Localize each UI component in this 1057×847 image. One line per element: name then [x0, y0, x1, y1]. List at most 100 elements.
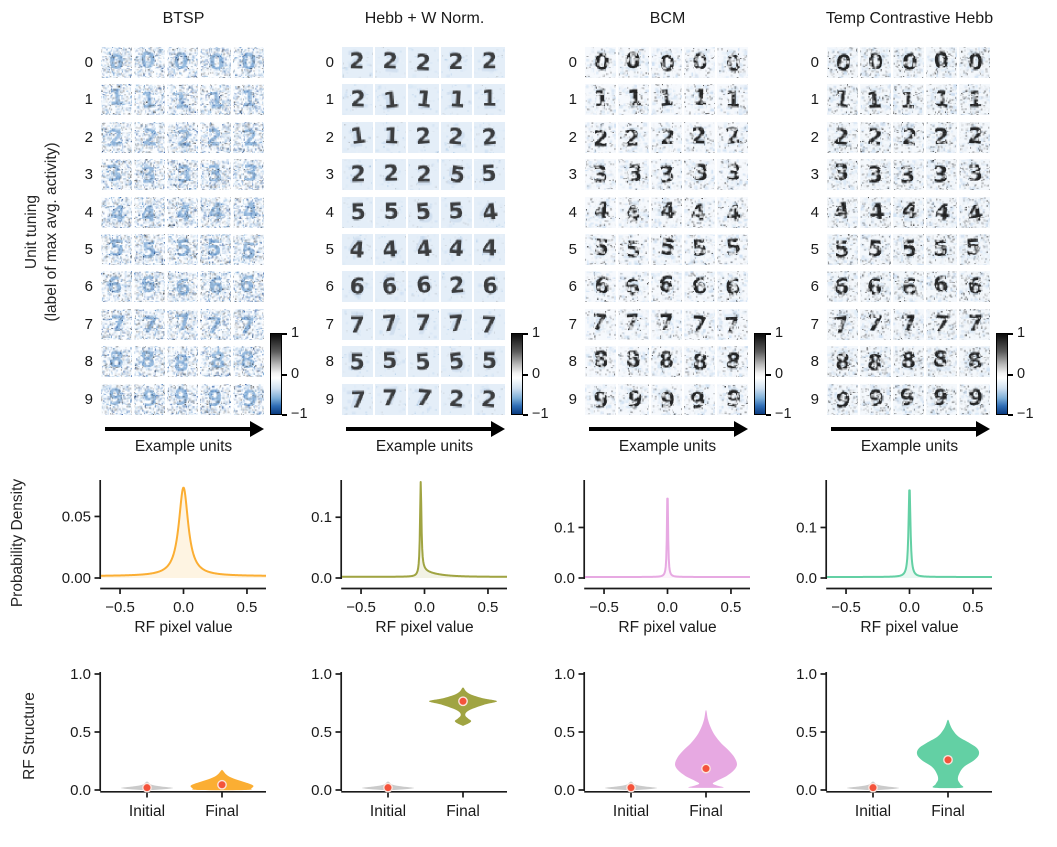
rf-tile: [860, 308, 891, 340]
unit-row-label: 4: [568, 203, 577, 221]
rf-tile: [618, 47, 649, 78]
unit-row-label: 0: [810, 54, 819, 71]
svg-text:0.1: 0.1: [311, 509, 332, 526]
svg-text:1.0: 1.0: [554, 666, 575, 683]
rf-tile: [651, 159, 682, 191]
rf-tile: [684, 159, 715, 191]
rf-tile: [233, 84, 264, 116]
unit-row-label: 7: [325, 315, 334, 333]
unit-row-label: 3: [568, 166, 577, 184]
colorbar-tick: [1008, 374, 1013, 376]
unit-row-label: 4: [84, 203, 93, 221]
colorbar-tick-label: 0: [775, 366, 784, 382]
rf-tile: [959, 271, 990, 303]
rf-tile: [200, 383, 231, 415]
rf-tile: [375, 121, 406, 153]
mean-dot: [142, 782, 152, 793]
svg-text:Final: Final: [446, 803, 480, 820]
rf-tile: [342, 308, 373, 340]
rf-tile: [585, 234, 616, 265]
rf-tile: [860, 234, 891, 265]
rf-tile: [408, 271, 439, 303]
rf-tile: [342, 271, 373, 303]
rf-tile: [408, 308, 439, 340]
rf-tile: [474, 383, 505, 415]
rf-tile: [684, 271, 715, 303]
rf-tile: [441, 308, 472, 340]
rf-tile: [585, 47, 616, 78]
unit-row-label: 5: [325, 241, 334, 258]
rf-tile: [101, 84, 132, 116]
rf-tile: [167, 196, 198, 228]
violin-plot-hebb_wnorm: 1.0 0.5 0.0 Initial Final: [311, 666, 507, 820]
svg-text:Initial: Initial: [370, 803, 406, 820]
rf-tile: [926, 84, 957, 116]
rf-tile: [375, 271, 406, 303]
rf-tile: [101, 121, 132, 153]
example-units-arrow: [105, 427, 251, 431]
example-units-arrowhead: [250, 421, 264, 437]
rf-tile: [167, 84, 198, 116]
rf-tile: [101, 271, 132, 303]
colorbar-tick-label: 0: [291, 366, 300, 382]
unit-tuning-ylabel-line1: Unit tuning: [23, 194, 40, 270]
rf-tile: [408, 196, 439, 228]
unit-row-label: 1: [568, 91, 577, 109]
rf-tile: [408, 47, 439, 78]
svg-text:1.0: 1.0: [70, 666, 91, 683]
colorbar-tick: [282, 374, 287, 376]
rf-tile: [651, 84, 682, 116]
rf-tile: [101, 47, 132, 78]
unit-row-label: 7: [810, 315, 819, 333]
rf-tile: [408, 84, 439, 116]
rf-tile: [959, 234, 990, 265]
rf-tile: [827, 271, 858, 303]
unit-row-label: 9: [568, 390, 577, 408]
colorbar-tick: [523, 333, 528, 335]
rf-tile: [408, 121, 439, 153]
rf-tile: [134, 308, 165, 340]
rf-tile: [342, 234, 373, 265]
rf-tile: [441, 346, 472, 378]
colorbar-tick: [1008, 333, 1013, 335]
rf-tile: [827, 196, 858, 228]
rf-tile: [684, 346, 715, 378]
rf-tile: [233, 47, 264, 78]
colorbar-tick-label: −1: [291, 406, 308, 422]
rf-tile: [167, 121, 198, 153]
rf-tile: [651, 121, 682, 153]
svg-text:0.0: 0.0: [554, 782, 575, 799]
colorbar-tick: [766, 374, 771, 376]
rf-tile: [717, 84, 748, 116]
rf-tile: [959, 121, 990, 153]
svg-text:0.05: 0.05: [62, 508, 91, 525]
unit-row-label: 9: [810, 390, 819, 408]
mean-dot: [868, 782, 878, 793]
colorbar-tick-label: 0: [1017, 366, 1026, 382]
example-units-arrow: [831, 427, 977, 431]
svg-text:RF pixel value: RF pixel value: [618, 619, 716, 636]
unit-row-label: 8: [568, 353, 577, 371]
colorbar-tick: [766, 414, 771, 416]
rf-tile: [441, 84, 472, 116]
rf-tile: [167, 383, 198, 415]
rf-tile: [441, 383, 472, 415]
rf-tile: [200, 159, 231, 191]
unit-row-label: 3: [810, 166, 819, 184]
unit-row-label: 0: [325, 54, 334, 71]
colorbar-tick-label: −1: [532, 406, 549, 422]
unit-row-label: 8: [325, 353, 334, 371]
unit-row-label: 5: [84, 241, 93, 258]
unit-row-label: 4: [325, 203, 334, 221]
colorbar-tick: [523, 414, 528, 416]
rf-tile: [618, 121, 649, 153]
unit-row-label: 7: [568, 315, 577, 333]
rf-tile: [134, 121, 165, 153]
unit-row-label: 6: [810, 278, 819, 296]
rf-tile: [375, 47, 406, 78]
rf-tile: [651, 196, 682, 228]
example-units-arrow: [589, 427, 735, 431]
rf-tile: [474, 84, 505, 116]
rf-tile: [585, 159, 616, 191]
